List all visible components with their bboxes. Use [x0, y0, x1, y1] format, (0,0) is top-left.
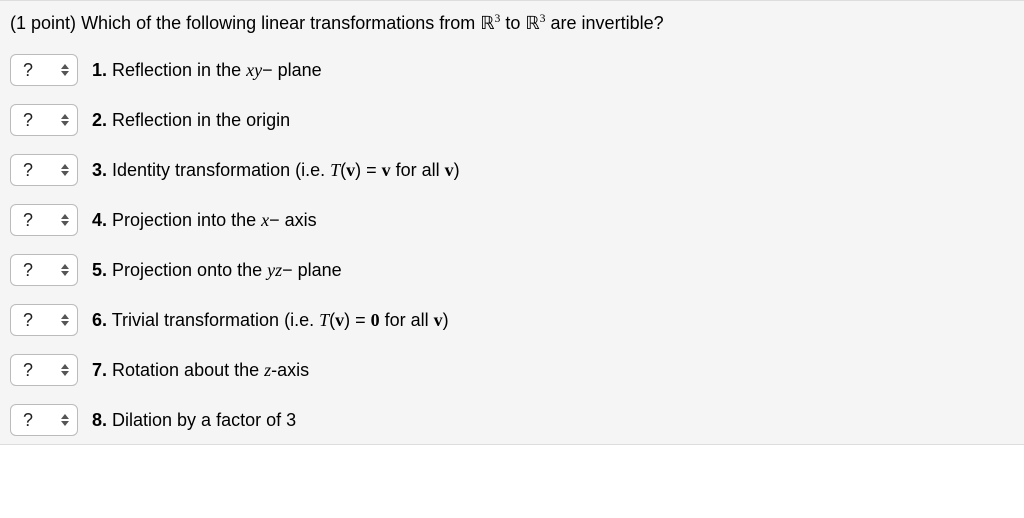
answer-label: 5. Projection onto the yz− plane	[92, 260, 342, 281]
answer-row: ? 6. Trivial transformation (i.e. T(v) = …	[10, 304, 1014, 336]
answer-list: ? 1. Reflection in the xy− plane? 2. Refle…	[10, 54, 1014, 436]
space-r3-to: ℝ3	[525, 13, 545, 33]
answer-row: ? 8. Dilation by a factor of 3	[10, 404, 1014, 436]
answer-dropdown-6[interactable]: ?	[10, 304, 78, 336]
chevron-updown-icon	[61, 264, 69, 276]
question-mid: to	[505, 13, 520, 33]
question-container: (1 point) Which of the following linear …	[0, 0, 1024, 445]
dropdown-value: ?	[23, 360, 33, 381]
chevron-updown-icon	[61, 414, 69, 426]
question-suffix: are invertible?	[551, 13, 664, 33]
answer-row: ? 3. Identity transformation (i.e. T(v) =…	[10, 154, 1014, 186]
answer-label: 8. Dilation by a factor of 3	[92, 410, 296, 431]
question-prefix: Which of the following linear transforma…	[81, 13, 475, 33]
answer-label: 3. Identity transformation (i.e. T(v) = …	[92, 160, 460, 181]
answer-dropdown-7[interactable]: ?	[10, 354, 78, 386]
dropdown-value: ?	[23, 160, 33, 181]
dropdown-value: ?	[23, 310, 33, 331]
answer-label: 7. Rotation about the z-axis	[92, 360, 309, 381]
chevron-updown-icon	[61, 64, 69, 76]
chevron-updown-icon	[61, 364, 69, 376]
chevron-updown-icon	[61, 314, 69, 326]
chevron-updown-icon	[61, 114, 69, 126]
chevron-updown-icon	[61, 164, 69, 176]
answer-label: 4. Projection into the x− axis	[92, 210, 317, 231]
answer-label: 1. Reflection in the xy− plane	[92, 60, 322, 81]
space-r3-from: ℝ3	[480, 13, 500, 33]
question-prompt: (1 point) Which of the following linear …	[10, 11, 1014, 36]
answer-dropdown-1[interactable]: ?	[10, 54, 78, 86]
answer-dropdown-3[interactable]: ?	[10, 154, 78, 186]
dropdown-value: ?	[23, 410, 33, 431]
answer-dropdown-2[interactable]: ?	[10, 104, 78, 136]
answer-dropdown-8[interactable]: ?	[10, 404, 78, 436]
answer-row: ? 4. Projection into the x− axis	[10, 204, 1014, 236]
answer-row: ? 5. Projection onto the yz− plane	[10, 254, 1014, 286]
answer-label: 6. Trivial transformation (i.e. T(v) = 0…	[92, 310, 449, 331]
dropdown-value: ?	[23, 60, 33, 81]
answer-row: ? 7. Rotation about the z-axis	[10, 354, 1014, 386]
answer-row: ? 2. Reflection in the origin	[10, 104, 1014, 136]
dropdown-value: ?	[23, 110, 33, 131]
answer-dropdown-4[interactable]: ?	[10, 204, 78, 236]
answer-dropdown-5[interactable]: ?	[10, 254, 78, 286]
dropdown-value: ?	[23, 210, 33, 231]
dropdown-value: ?	[23, 260, 33, 281]
points-label: (1 point)	[10, 13, 76, 33]
chevron-updown-icon	[61, 214, 69, 226]
answer-label: 2. Reflection in the origin	[92, 110, 290, 131]
answer-row: ? 1. Reflection in the xy− plane	[10, 54, 1014, 86]
